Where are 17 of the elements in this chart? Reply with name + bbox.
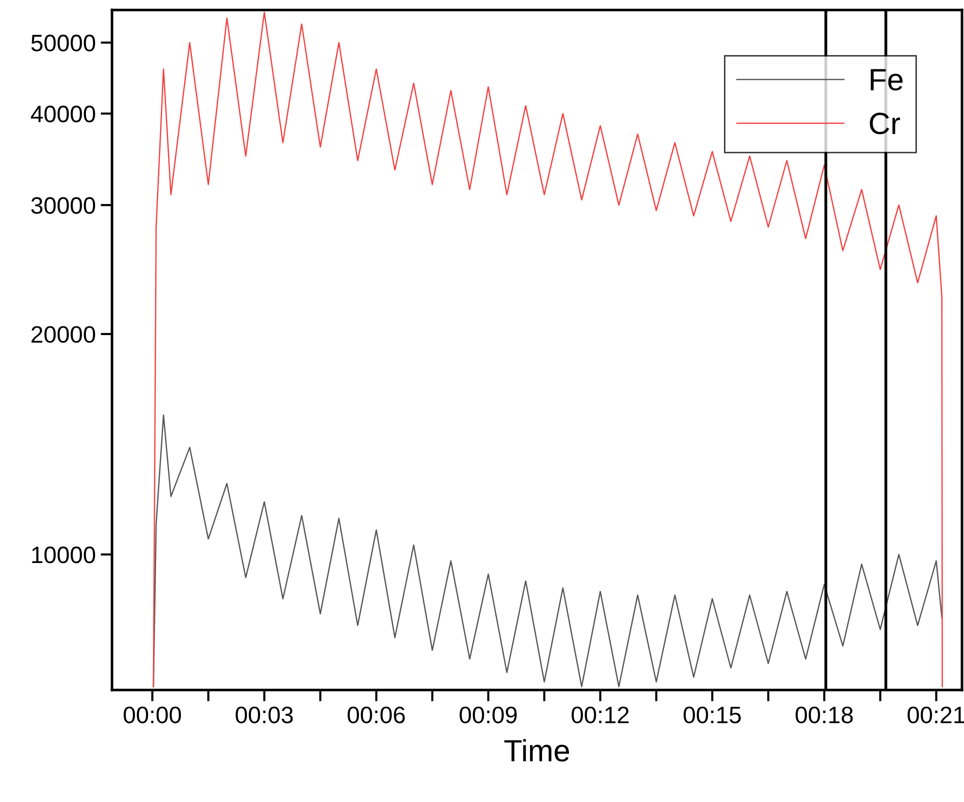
y-tick-label: 10000	[32, 546, 96, 564]
x-tick-label: 00:12	[572, 706, 629, 724]
line-series	[152, 12, 943, 688]
x-tick-label: 00:00	[124, 706, 181, 724]
x-tick-label: 00:09	[460, 706, 517, 724]
y-tick-label: 50000	[31, 34, 96, 52]
legend-label: Fe	[870, 69, 903, 90]
y-tick-label: 20000	[32, 326, 96, 343]
x-tick-label: 00:03	[236, 706, 293, 724]
line-series	[152, 414, 942, 688]
x-axis-title: Time	[504, 739, 570, 762]
x-tick-label: 00:15	[684, 706, 741, 724]
legend-label: Cr	[870, 112, 900, 134]
y-tick-label: 40000	[30, 106, 96, 122]
x-tick-label: 00:06	[348, 706, 405, 724]
x-tick-label: 00:18	[796, 706, 853, 724]
y-tick-label: 30000	[31, 197, 96, 214]
